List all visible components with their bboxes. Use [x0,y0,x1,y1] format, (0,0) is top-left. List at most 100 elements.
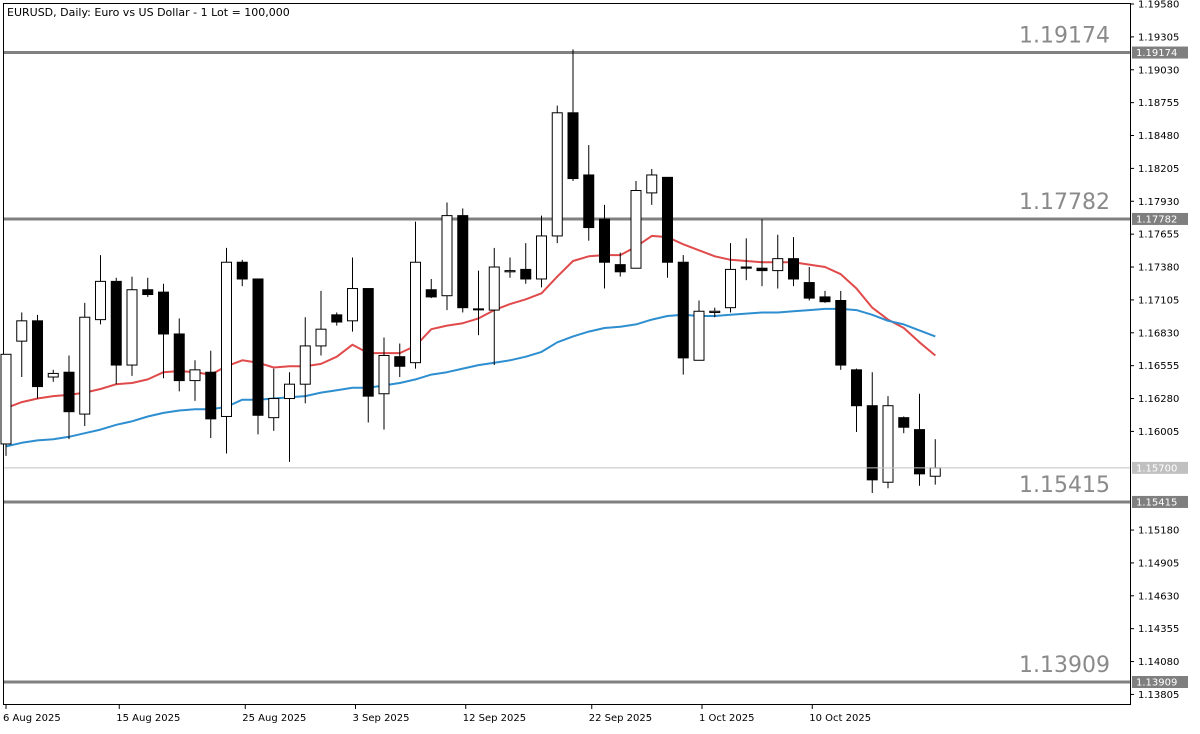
candle-body-bull [284,383,295,400]
candle-55[interactable] [866,372,878,493]
candle-39[interactable] [614,252,626,277]
candle-body-bull [47,372,59,378]
candle-35[interactable] [551,105,563,244]
candle-body-bear [205,371,217,420]
candle-6[interactable] [95,255,106,325]
y-tick-label-6: 1.17930 [1138,197,1179,208]
levels-layer: 1.19174 1.17782 1.15415 1.13909 [4,24,1130,684]
candle-5[interactable] [79,302,91,427]
candle-14[interactable] [221,247,232,454]
x-tick-label-4: 12 Sep 2025 [463,713,526,724]
candle-body-bear [567,112,579,180]
y-tick-label-7: 1.17655 [1138,230,1179,241]
candle-7[interactable] [110,277,122,385]
level-price-tag-1: 1.17782 [1136,214,1177,225]
candle-21[interactable] [331,312,343,326]
candle-8[interactable] [126,276,138,376]
candle-31[interactable] [488,247,500,366]
candle-46[interactable] [725,243,736,313]
candle-28[interactable] [441,202,453,311]
candle-27[interactable] [425,278,437,299]
candle-25[interactable] [394,343,406,378]
candle-50[interactable] [788,237,799,287]
candle-20[interactable] [315,290,327,356]
candle-37[interactable] [583,145,595,241]
candle-10[interactable] [158,283,169,379]
candle-body-bull [95,280,106,321]
candle-body-bull [536,235,547,280]
candle-26[interactable] [410,221,421,369]
candle-44[interactable] [693,300,705,361]
candle-body-bull [347,288,358,322]
candle-33[interactable] [520,243,532,284]
candle-30[interactable] [473,270,484,336]
price-axis[interactable]: 1.19580 1.19305 1.19030 1.18755 1.18480 1.182… [1130,0,1188,701]
level-price-tag-0: 1.19174 [1136,48,1177,59]
candle-3[interactable] [47,369,59,382]
level-label-3: 1.13909 [1019,653,1110,678]
candles[interactable] [0,49,941,493]
candle-body-bear [520,268,532,280]
candle-23[interactable] [362,288,374,423]
candle-45[interactable] [709,307,721,318]
candle-17[interactable] [268,368,280,431]
candle-22[interactable] [347,257,358,332]
x-tick-label-1: 15 Aug 2025 [116,713,180,724]
candle-body-bear [788,258,799,280]
candle-24[interactable] [378,337,390,430]
x-tick-label-7: 10 Oct 2025 [809,713,871,724]
candle-body-bull [441,215,453,297]
candle-body-bull [410,261,421,364]
candle-40[interactable] [630,180,642,269]
candle-body-bear [803,282,815,299]
candle-41[interactable] [646,168,658,205]
level-label-2: 1.15415 [1019,473,1110,498]
candle-56[interactable] [882,396,894,489]
candle-18[interactable] [284,372,295,462]
y-tick-label-16: 1.14630 [1138,591,1179,602]
candle-2[interactable] [32,314,43,399]
level-price-tag-3-box [1132,676,1188,689]
level-price-tag-1-box [1132,212,1188,225]
candle-42[interactable] [662,176,673,278]
candle-52[interactable] [819,290,831,303]
candle-29[interactable] [457,208,469,313]
candle-12[interactable] [189,360,201,401]
candle-13[interactable] [205,350,217,438]
candle-body-bear [173,333,185,382]
candle-38[interactable] [599,204,610,289]
y-tick-label-8: 1.17380 [1138,263,1179,274]
candle-body-bull [630,190,642,269]
candle-15[interactable] [236,259,248,287]
time-axis[interactable]: 6 Aug 2025 15 Aug 2025 25 Aug 2025 3 Sep 20… [3,704,871,724]
candle-0[interactable] [0,353,12,456]
candle-57[interactable] [898,416,910,434]
candle-58[interactable] [914,393,925,486]
y-tick-label-10: 1.16830 [1138,328,1179,339]
candle-body-bull [16,320,28,342]
candle-19[interactable] [299,317,311,404]
level-price-tag-0-box [1132,46,1188,59]
candle-16[interactable] [252,278,264,435]
x-tick-label-0: 6 Aug 2025 [3,713,61,724]
candle-body-bear [740,266,752,269]
y-tick-label-9: 1.17105 [1138,295,1179,306]
candle-body-bull [725,268,736,309]
candle-54[interactable] [851,368,862,433]
candle-48[interactable] [756,219,768,287]
candle-34[interactable] [536,215,547,288]
candle-32[interactable] [504,257,516,278]
candle-47[interactable] [740,238,752,281]
candle-51[interactable] [803,267,815,301]
candle-1[interactable] [16,312,28,378]
candle-43[interactable] [677,255,689,375]
candle-body-bear [614,264,626,273]
candle-4[interactable] [63,355,75,440]
candle-49[interactable] [772,234,784,289]
candle-11[interactable] [173,318,185,392]
candle-53[interactable] [835,290,847,370]
candle-9[interactable] [142,277,154,297]
candle-36[interactable] [567,49,579,181]
